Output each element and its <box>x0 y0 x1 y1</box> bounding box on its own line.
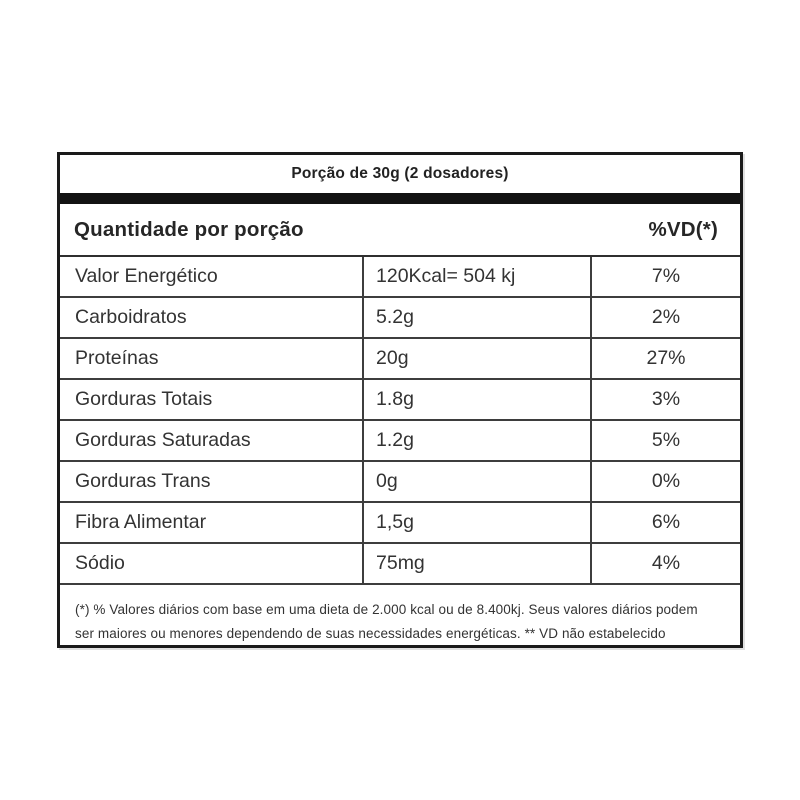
nutrient-dv-cell: 5% <box>590 421 740 460</box>
nutrient-dv-cell: 7% <box>590 257 740 296</box>
table-row: Fibra Alimentar 1,5g 6% <box>60 503 740 544</box>
nutrient-amount-cell: 20g <box>362 339 590 378</box>
nutrient-name-cell: Fibra Alimentar <box>75 511 207 533</box>
nutrient-dv-cell: 6% <box>590 503 740 542</box>
nutrient-amount-cell: 1.2g <box>362 421 590 460</box>
nutrient-name-cell: Gorduras Saturadas <box>75 429 251 451</box>
daily-values-footnote: (*) % Valores diários com base em uma di… <box>75 602 698 641</box>
nutrient-name-cell: Gorduras Trans <box>75 470 211 492</box>
nutrient-name-cell: Gorduras Totais <box>75 388 213 410</box>
table-row: Gorduras Trans 0g 0% <box>60 462 740 503</box>
nutrient-name-cell: Sódio <box>75 552 125 574</box>
daily-value-label: %VD(*) <box>648 217 718 241</box>
nutrient-amount-cell: 5.2g <box>362 298 590 337</box>
nutrient-amount-cell: 1.8g <box>362 380 590 419</box>
separator-bar <box>60 193 740 204</box>
nutrient-name-cell: Valor Energético <box>75 265 218 287</box>
quantity-per-serving-label: Quantidade por porção <box>74 217 304 241</box>
nutrient-dv-cell: 2% <box>590 298 740 337</box>
table-row: Carboidratos 5.2g 2% <box>60 298 740 339</box>
table-row: Sódio 75mg 4% <box>60 544 740 585</box>
nutrition-facts-table: Porção de 30g (2 dosadores) Quantidade p… <box>57 152 743 648</box>
nutrient-dv-cell: 3% <box>590 380 740 419</box>
nutrient-name-cell: Proteínas <box>75 347 159 369</box>
table-row: Proteínas 20g 27% <box>60 339 740 380</box>
nutrition-grid: Valor Energético 120Kcal= 504 kj 7% Carb… <box>60 257 740 585</box>
nutrient-amount-cell: 120Kcal= 504 kj <box>362 257 590 296</box>
table-row: Valor Energético 120Kcal= 504 kj 7% <box>60 257 740 298</box>
nutrient-dv-cell: 27% <box>590 339 740 378</box>
portion-header: Porção de 30g (2 dosadores) <box>291 165 509 182</box>
table-header-row: Quantidade por porção %VD(*) <box>60 204 740 257</box>
table-row: Gorduras Totais 1.8g 3% <box>60 380 740 421</box>
nutrient-dv-cell: 4% <box>590 544 740 583</box>
nutrient-amount-cell: 75mg <box>362 544 590 583</box>
nutrient-amount-cell: 1,5g <box>362 503 590 542</box>
nutrient-amount-cell: 0g <box>362 462 590 501</box>
table-row: Gorduras Saturadas 1.2g 5% <box>60 421 740 462</box>
nutrient-name-cell: Carboidratos <box>75 306 187 328</box>
nutrient-dv-cell: 0% <box>590 462 740 501</box>
